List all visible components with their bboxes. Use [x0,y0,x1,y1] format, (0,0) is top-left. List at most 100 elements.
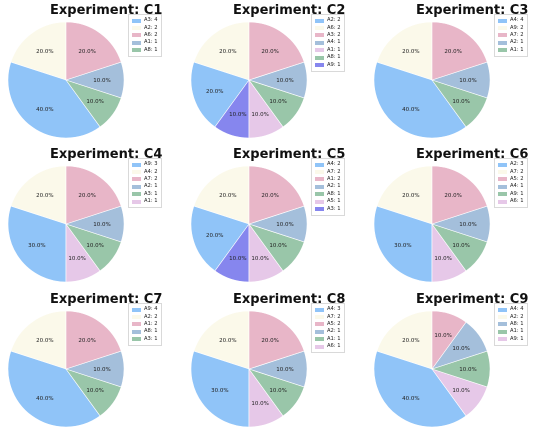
legend-item: A4: 4 [498,17,524,24]
legend-label: A2: 2 [144,313,158,320]
pie-pct-label: 10.0% [269,243,286,249]
legend-item: A9: 4 [132,306,158,313]
legend-item: A3: 4 [132,17,158,24]
pie-pct-label: 20.0% [78,193,95,199]
legend-item: A7: 2 [315,168,341,175]
legend-swatch [132,315,141,320]
pie-pct-label: 20.0% [261,49,278,55]
pie-slice-a2 [190,61,250,128]
pie-pct-label: 20.0% [78,49,95,55]
pie-slice-a5 [248,310,305,370]
legend-label: A8: 1 [327,54,341,61]
legend-swatch [315,33,324,38]
legend-item: A1: 1 [132,39,158,46]
pie-chart: 20.0% 30.0% 10.0% 10.0% 10.0% 20.0% [373,165,491,283]
legend-item: A7: 2 [498,168,524,175]
chart-legend: A2: 3 A7: 2 A5: 2 A4: 1 A9: 1 A6: 1 [494,158,528,209]
pie-pct-label: 20.0% [402,338,419,344]
legend-label: A1: 2 [144,320,158,327]
legend-label: A3: 2 [327,31,341,38]
legend-label: A7: 2 [327,168,341,175]
legend-swatch [315,63,324,68]
legend-item: A3: 1 [132,336,158,343]
legend-item: A4: 1 [315,39,341,46]
legend-item: A1: 1 [498,47,524,54]
pie-chart: 20.0% 30.0% 10.0% 10.0% 10.0% 20.0% [190,310,308,428]
legend-label: A2: 2 [144,24,158,31]
pie-slice-a7 [193,165,250,225]
pie-panel: Experiment: C6 20.0% 30.0% 10.0% 10.0% 10.0% 2… [366,144,549,288]
pie-slice-a4 [373,350,467,428]
pie-pct-label: 20.0% [444,49,461,55]
legend-label: A2: 1 [327,183,341,190]
legend-swatch [132,40,141,45]
pie-slice-a9 [7,205,67,283]
legend-label: A2: 1 [144,183,158,190]
pie-slice-a2 [10,21,67,81]
pie-pct-label: 10.0% [251,112,268,118]
legend-label: A9: 1 [327,61,341,68]
legend-item: A2: 1 [315,183,341,190]
pie-slice-a3 [248,21,305,81]
pie-pct-label: 20.0% [206,233,223,239]
legend-item: A5: 2 [498,176,524,183]
legend-swatch [315,177,324,182]
pie-pct-label: 10.0% [93,78,110,84]
legend-item: A7: 2 [498,32,524,39]
legend-swatch [498,199,507,204]
legend-label: A1: 1 [327,46,341,53]
legend-swatch [315,307,324,312]
legend-label: A1: 1 [144,198,158,205]
legend-swatch [132,322,141,327]
pie-panel: Experiment: C9 20.0% 40.0% 10.0% 10.0% 10.0% 1… [366,289,549,433]
legend-swatch [498,322,507,327]
legend-item: A4: 3 [315,306,341,313]
legend-label: A8: 1 [510,320,524,327]
pie-slice-a5 [431,165,488,225]
legend-label: A6: 2 [144,31,158,38]
legend-label: A1: 2 [327,175,341,182]
chart-legend: A9: 3 A4: 2 A7: 2 A2: 1 A3: 1 A1: 1 [128,158,162,209]
legend-label: A7: 2 [327,313,341,320]
chart-legend: A4: 4 A2: 2 A8: 1 A1: 1 A9: 1 [494,303,528,346]
legend-label: A4: 1 [510,183,524,190]
legend-swatch [132,199,141,204]
pie-pct-label: 10.0% [269,99,286,105]
legend-item: A1: 2 [315,176,341,183]
legend-swatch [132,177,141,182]
pie-pct-label: 10.0% [459,222,476,228]
pie-slice-a9 [7,350,101,428]
legend-swatch [498,192,507,197]
legend-label: A2: 1 [510,39,524,46]
legend-item: A8: 1 [315,191,341,198]
pie-panel: Experiment: C8 20.0% 30.0% 10.0% 10.0% 10.0% 2… [183,289,366,433]
pie-pct-label: 10.0% [251,401,268,407]
legend-label: A5: 2 [510,175,524,182]
pie-chart: 20.0% 20.0% 10.0% 10.0% 10.0% 10.0% 20.0% [190,21,308,139]
legend-item: A3: 1 [132,191,158,198]
pie-slice-a6 [193,21,250,81]
legend-item: A8: 1 [132,328,158,335]
legend-item: A6: 2 [132,32,158,39]
pie-pct-label: 10.0% [68,256,85,262]
legend-item: A1: 2 [132,321,158,328]
legend-swatch [498,26,507,31]
pie-slice-a7 [65,165,122,225]
legend-swatch [498,18,507,23]
legend-label: A7: 2 [144,175,158,182]
legend-label: A4: 2 [144,168,158,175]
legend-label: A7: 2 [510,31,524,38]
pie-panel: Experiment: C3 20.0% 40.0% 10.0% 10.0% 20.0% A… [366,0,549,144]
legend-label: A2: 2 [510,313,524,320]
pie-pct-label: 20.0% [402,193,419,199]
pie-pct-label: 10.0% [452,346,469,352]
legend-item: A9: 1 [315,61,341,68]
legend-item: A7: 2 [132,176,158,183]
legend-item: A3: 1 [315,205,341,212]
pie-slice-a2 [376,310,433,370]
legend-label: A2: 1 [327,328,341,335]
legend-item: A7: 2 [315,313,341,320]
pie-pct-label: 30.0% [211,388,228,394]
legend-swatch [498,184,507,189]
legend-label: A9: 4 [144,306,158,313]
